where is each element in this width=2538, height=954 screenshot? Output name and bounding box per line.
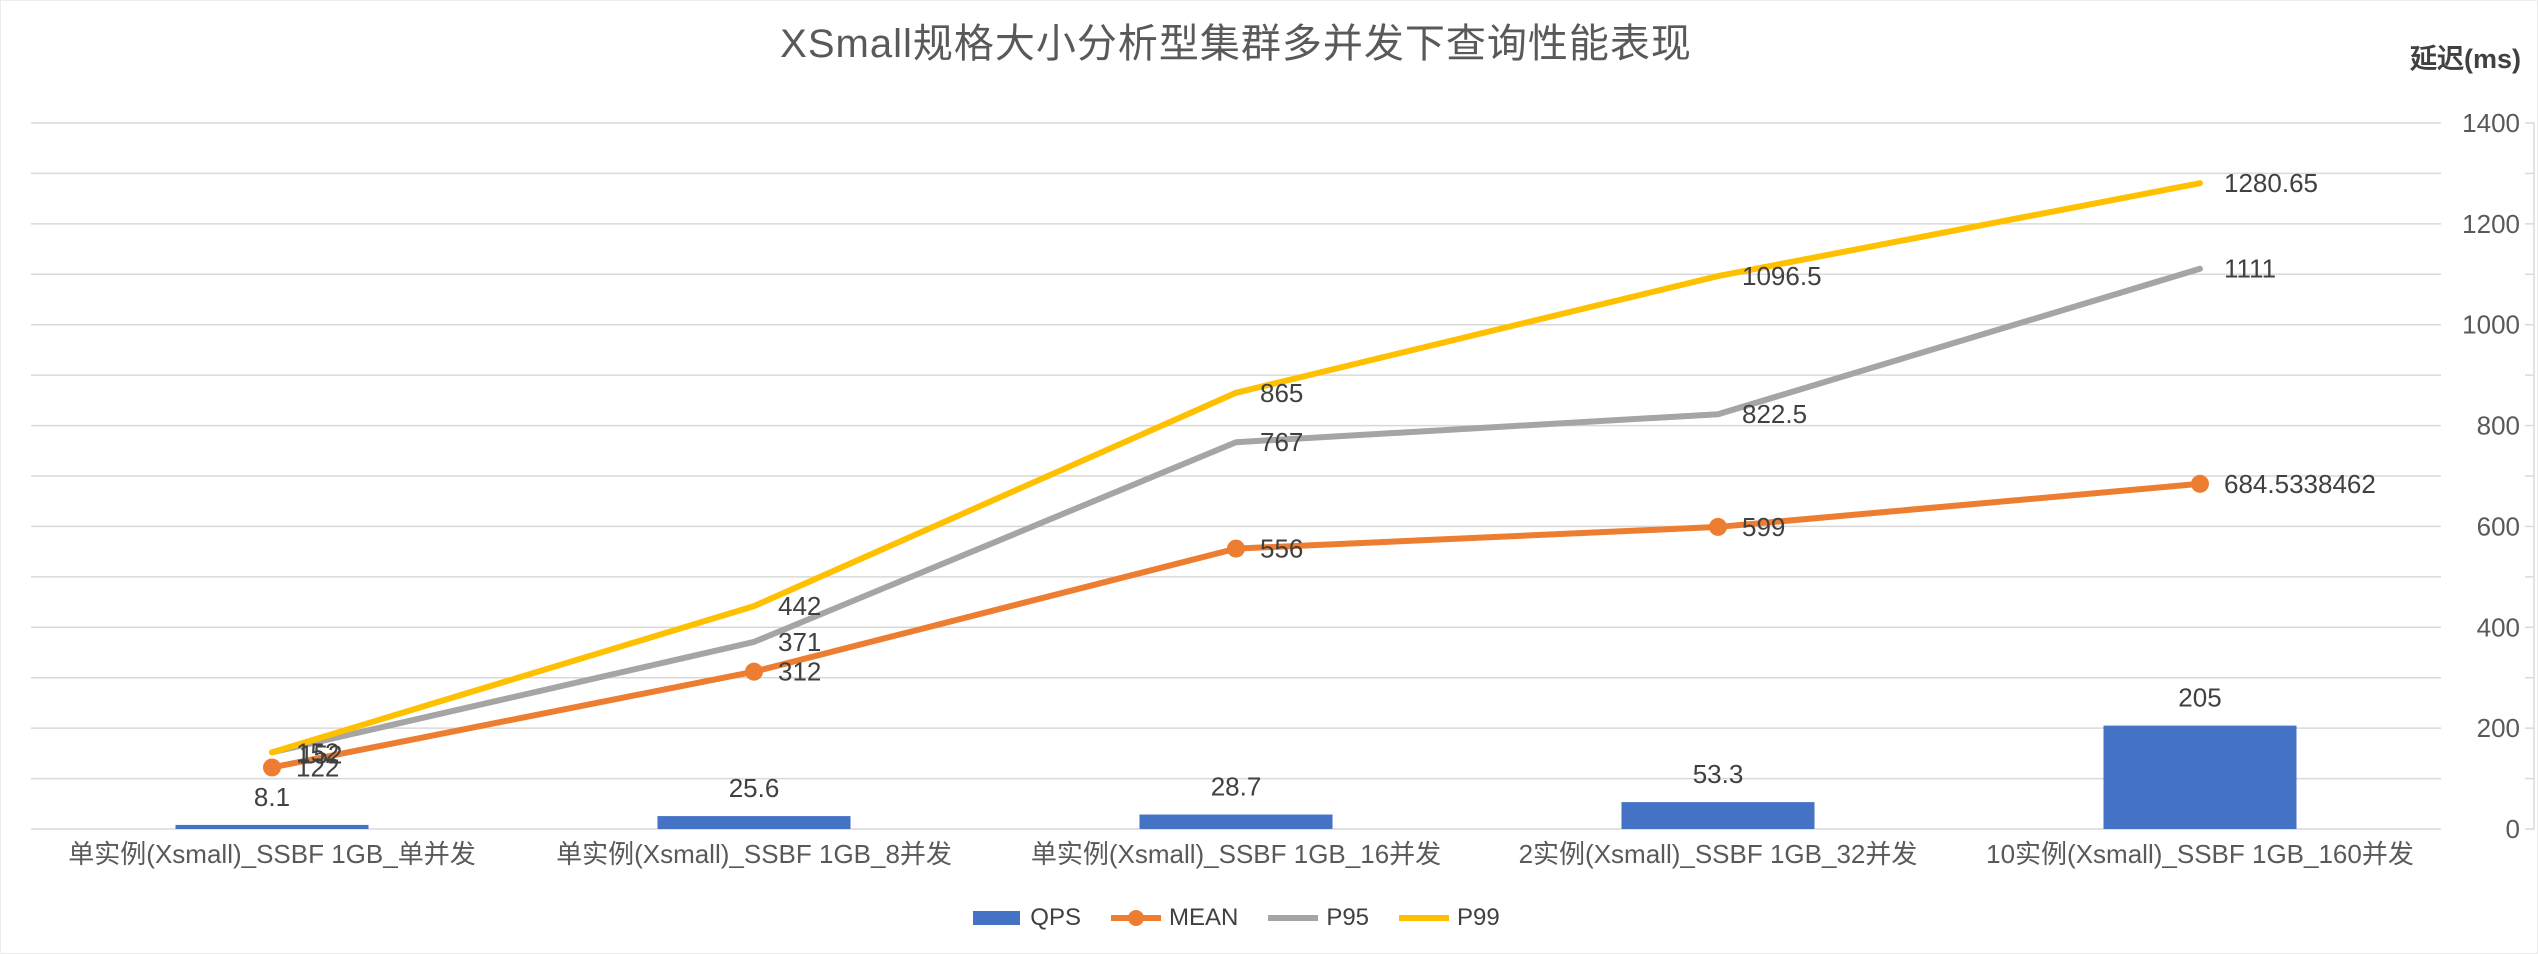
legend: QPS MEAN P95 P99	[31, 904, 2441, 932]
bar-data-label: 25.6	[729, 773, 780, 803]
legend-item-qps: QPS	[972, 904, 1081, 932]
chart-title: XSmall规格大小分析型集群多并发下查询性能表现	[780, 22, 1692, 66]
bar-data-label: 53.3	[1693, 759, 1744, 789]
line-data-label: 1280.65	[2224, 168, 2318, 198]
bar-qps	[2103, 725, 2297, 829]
marker-mean	[1227, 539, 1245, 558]
legend-item-p95: P95	[1268, 904, 1369, 932]
legend-swatch-qps	[973, 911, 1021, 925]
value-axis-tick-label: 200	[2477, 713, 2520, 743]
line-p95	[269, 265, 2203, 756]
value-axis-tick-label: 1400	[2462, 108, 2520, 138]
category-label: 单实例(Xsmall)_SSBF 1GB_单并发	[68, 839, 475, 869]
line-data-label: 865	[1260, 378, 1303, 408]
category-label: 10实例(Xsmall)_SSBF 1GB_160并发	[1986, 839, 2414, 869]
line-data-label: 152	[296, 737, 339, 767]
category-label: 单实例(Xsmall)_SSBF 1GB_16并发	[1031, 839, 1441, 869]
marker-mean	[1709, 517, 1727, 536]
line-data-label: 822.5	[1742, 399, 1807, 429]
legend-marker-swatch	[1127, 910, 1144, 926]
legend-item-mean: MEAN	[1110, 904, 1239, 932]
marker-mean	[2191, 474, 2209, 493]
bar-qps	[1139, 814, 1333, 829]
line-data-label: 1096.5	[1742, 261, 1822, 291]
value-axis-tick-label: 0	[2506, 814, 2520, 844]
value-axis-tick-label: 600	[2477, 511, 2520, 541]
category-label: 单实例(Xsmall)_SSBF 1GB_8并发	[556, 839, 952, 869]
legend-label: P99	[1457, 904, 1500, 931]
line-data-label: 122	[296, 752, 339, 782]
marker-mean	[745, 662, 763, 681]
category-label: 2实例(Xsmall)_SSBF 1GB_32并发	[1519, 839, 1918, 869]
line-data-label: 1111	[2224, 254, 2276, 284]
line-data-label: 152	[299, 739, 342, 769]
marker-mean	[263, 758, 281, 777]
value-axis-tick-label: 400	[2477, 612, 2520, 642]
value-axis-tick-label: 1200	[2462, 209, 2520, 239]
legend-swatch-p95	[1268, 915, 1319, 921]
line-data-label: 767	[1260, 427, 1303, 457]
legend-swatch-mean	[1110, 910, 1161, 926]
bar-qps	[1621, 802, 1815, 829]
bar-data-label: 28.7	[1211, 772, 1262, 802]
line-data-label: 442	[778, 591, 821, 621]
line-p99	[269, 180, 2203, 756]
line-data-label: 599	[1742, 512, 1785, 542]
value-axis-tick-label: 800	[2477, 411, 2520, 441]
legend-swatch-p99	[1399, 915, 1450, 921]
value-axis-title: 延迟(ms)	[2409, 44, 2521, 74]
bar-data-label: 205	[2178, 683, 2221, 713]
legend-label: P95	[1326, 904, 1370, 931]
line-data-label: 371	[778, 627, 821, 657]
legend-label: MEAN	[1168, 904, 1239, 931]
bar-data-label: 8.1	[254, 782, 290, 812]
line-data-label: 556	[1260, 534, 1303, 564]
value-axis-tick-label: 1000	[2462, 310, 2520, 340]
legend-bar-swatch	[973, 911, 1021, 925]
bar-qps	[657, 816, 851, 829]
legend-label: QPS	[1030, 904, 1081, 931]
line-data-label: 312	[778, 657, 821, 687]
legend-item-p99: P99	[1399, 904, 1500, 932]
line-data-label: 684.5338462	[2224, 469, 2376, 499]
bar-qps	[175, 824, 369, 829]
